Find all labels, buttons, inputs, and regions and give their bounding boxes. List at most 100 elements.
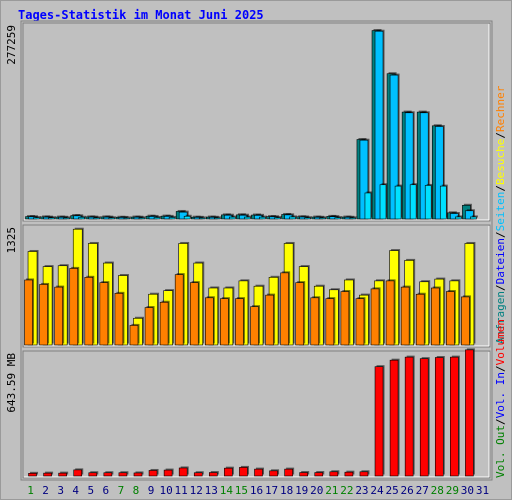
bar-rechner-day-13 bbox=[205, 297, 214, 346]
bar-seiten-day-4-shadow bbox=[80, 215, 87, 218]
x-tick-label-day-21: 21 bbox=[325, 484, 338, 497]
x-tick-label-day-4: 4 bbox=[72, 484, 79, 497]
bar-dateien-day-2-shadow bbox=[45, 215, 54, 218]
bar-rechner-day-9 bbox=[144, 307, 154, 346]
bar-seiten-day-30 bbox=[470, 216, 477, 220]
bar-rechner-day-6 bbox=[99, 282, 109, 346]
x-tick-label-day-16: 16 bbox=[250, 484, 263, 497]
bar-rechner-day-14 bbox=[220, 298, 229, 346]
bar-rechner-day-2 bbox=[39, 284, 48, 346]
x-tick-label-day-31: 31 bbox=[476, 484, 489, 497]
bar-seiten-day-6-shadow bbox=[110, 216, 117, 218]
bar-dateien-day-1-shadow bbox=[30, 215, 39, 218]
bar-volumen-day-11 bbox=[178, 467, 188, 477]
bar-dateien-day-23 bbox=[359, 139, 369, 220]
x-tick-label-day-3: 3 bbox=[57, 484, 64, 497]
bar-volumen-day-20 bbox=[314, 472, 324, 477]
legend-entry: / bbox=[494, 132, 507, 139]
bar-volumen-day-15 bbox=[239, 467, 248, 477]
bar-dateien-day-3-shadow bbox=[60, 215, 69, 218]
bar-seiten-day-5-shadow bbox=[95, 216, 102, 218]
bar-rechner-day-3 bbox=[54, 286, 63, 346]
bar-volumen-day-16 bbox=[254, 468, 263, 477]
bar-dateien-day-13-shadow bbox=[210, 215, 219, 218]
bar-seiten-day-25 bbox=[394, 185, 402, 220]
x-tick-label-day-10: 10 bbox=[159, 484, 172, 497]
x-tick-label-day-18: 18 bbox=[280, 484, 293, 497]
bar-seiten-day-28 bbox=[439, 185, 447, 220]
bar-volumen-day-13 bbox=[209, 472, 218, 477]
bar-seiten-day-19-shadow bbox=[306, 216, 313, 218]
bar-rechner-day-4 bbox=[69, 268, 79, 346]
bar-dateien-day-22-shadow bbox=[346, 215, 355, 218]
bar-seiten-day-7-shadow bbox=[125, 216, 132, 218]
bar-dateien-day-8-shadow bbox=[135, 215, 144, 218]
bar-volumen-day-14 bbox=[224, 467, 233, 477]
bar-seiten-day-20 bbox=[319, 217, 327, 220]
bar-seiten-day-16 bbox=[259, 216, 266, 220]
x-tick-label-day-28: 28 bbox=[431, 484, 444, 497]
bar-rechner-day-15 bbox=[235, 298, 244, 346]
bar-rechner-day-21 bbox=[325, 298, 335, 346]
bar-rechner-day-24 bbox=[370, 288, 380, 346]
x-tick-label-day-11: 11 bbox=[175, 484, 188, 497]
x-tick-label-day-22: 22 bbox=[340, 484, 353, 497]
bar-rechner-day-7 bbox=[114, 293, 124, 346]
bar-seiten-day-14-shadow bbox=[230, 215, 237, 218]
bar-volumen-day-2 bbox=[43, 472, 52, 477]
bar-rechner-day-19 bbox=[295, 282, 304, 346]
bar-seiten-day-6 bbox=[108, 217, 116, 220]
bar-seiten-day-22 bbox=[349, 217, 357, 220]
bar-dateien-day-27 bbox=[419, 112, 429, 220]
x-tick-label-day-23: 23 bbox=[355, 484, 368, 497]
bar-volumen-day-29 bbox=[450, 356, 459, 477]
legend-entry: Dateien bbox=[494, 238, 507, 284]
bar-volumen-day-7 bbox=[118, 472, 128, 477]
bar-rechner-day-20 bbox=[310, 297, 320, 346]
x-tick-label-day-19: 19 bbox=[295, 484, 308, 497]
bar-dateien-day-25 bbox=[389, 74, 399, 220]
bar-rechner-day-30 bbox=[461, 296, 470, 346]
bar-seiten-day-23 bbox=[364, 192, 372, 220]
bar-rechner-day-10 bbox=[159, 301, 169, 346]
x-tick-label-day-26: 26 bbox=[401, 484, 414, 497]
legend-entry: Seiten bbox=[494, 192, 507, 232]
bar-rechner-day-28 bbox=[430, 287, 440, 346]
bar-seiten-day-10-shadow bbox=[170, 215, 177, 218]
x-tick-label-day-17: 17 bbox=[265, 484, 278, 497]
legend-entry: / bbox=[494, 365, 507, 372]
bar-rechner-day-23 bbox=[355, 298, 365, 346]
bar-seiten-day-1 bbox=[33, 217, 40, 220]
bar-volumen-day-10 bbox=[163, 469, 173, 477]
bar-volumen-day-6 bbox=[103, 472, 113, 477]
bar-rechner-day-5 bbox=[84, 277, 94, 346]
bar-rechner-day-27 bbox=[415, 293, 425, 346]
x-tick-label-day-1: 1 bbox=[27, 484, 34, 497]
x-tick-label-day-29: 29 bbox=[446, 484, 459, 497]
bar-seiten-day-29-shadow bbox=[456, 215, 463, 218]
legend-entry: / bbox=[494, 284, 507, 291]
chart-frame bbox=[20, 20, 493, 481]
bar-dateien-day-19-shadow bbox=[301, 215, 310, 218]
legend-entry: / bbox=[494, 418, 507, 425]
bar-seiten-day-27 bbox=[424, 185, 432, 220]
bar-seiten-day-15 bbox=[244, 216, 251, 220]
bar-volumen-day-3 bbox=[58, 472, 67, 477]
bar-seiten-day-2 bbox=[48, 217, 55, 220]
bar-seiten-day-8-shadow bbox=[140, 216, 147, 218]
y-max-label-volume: 643.59 MB bbox=[5, 353, 18, 413]
bar-seiten-day-12-shadow bbox=[200, 216, 207, 218]
bar-volumen-day-18 bbox=[284, 468, 293, 477]
x-tick-label-day-24: 24 bbox=[370, 484, 384, 497]
legend-entry: Besuche bbox=[494, 139, 507, 185]
legend-entry: / bbox=[494, 231, 507, 238]
bar-seiten-day-20-shadow bbox=[321, 216, 328, 218]
bar-volumen-day-12 bbox=[193, 472, 203, 477]
legend-entry: Volumen bbox=[494, 319, 507, 365]
x-tick-label-day-25: 25 bbox=[385, 484, 398, 497]
x-tick-label-day-7: 7 bbox=[118, 484, 125, 497]
bar-volumen-day-27 bbox=[419, 358, 429, 477]
bar-rechner-day-22 bbox=[340, 291, 350, 346]
